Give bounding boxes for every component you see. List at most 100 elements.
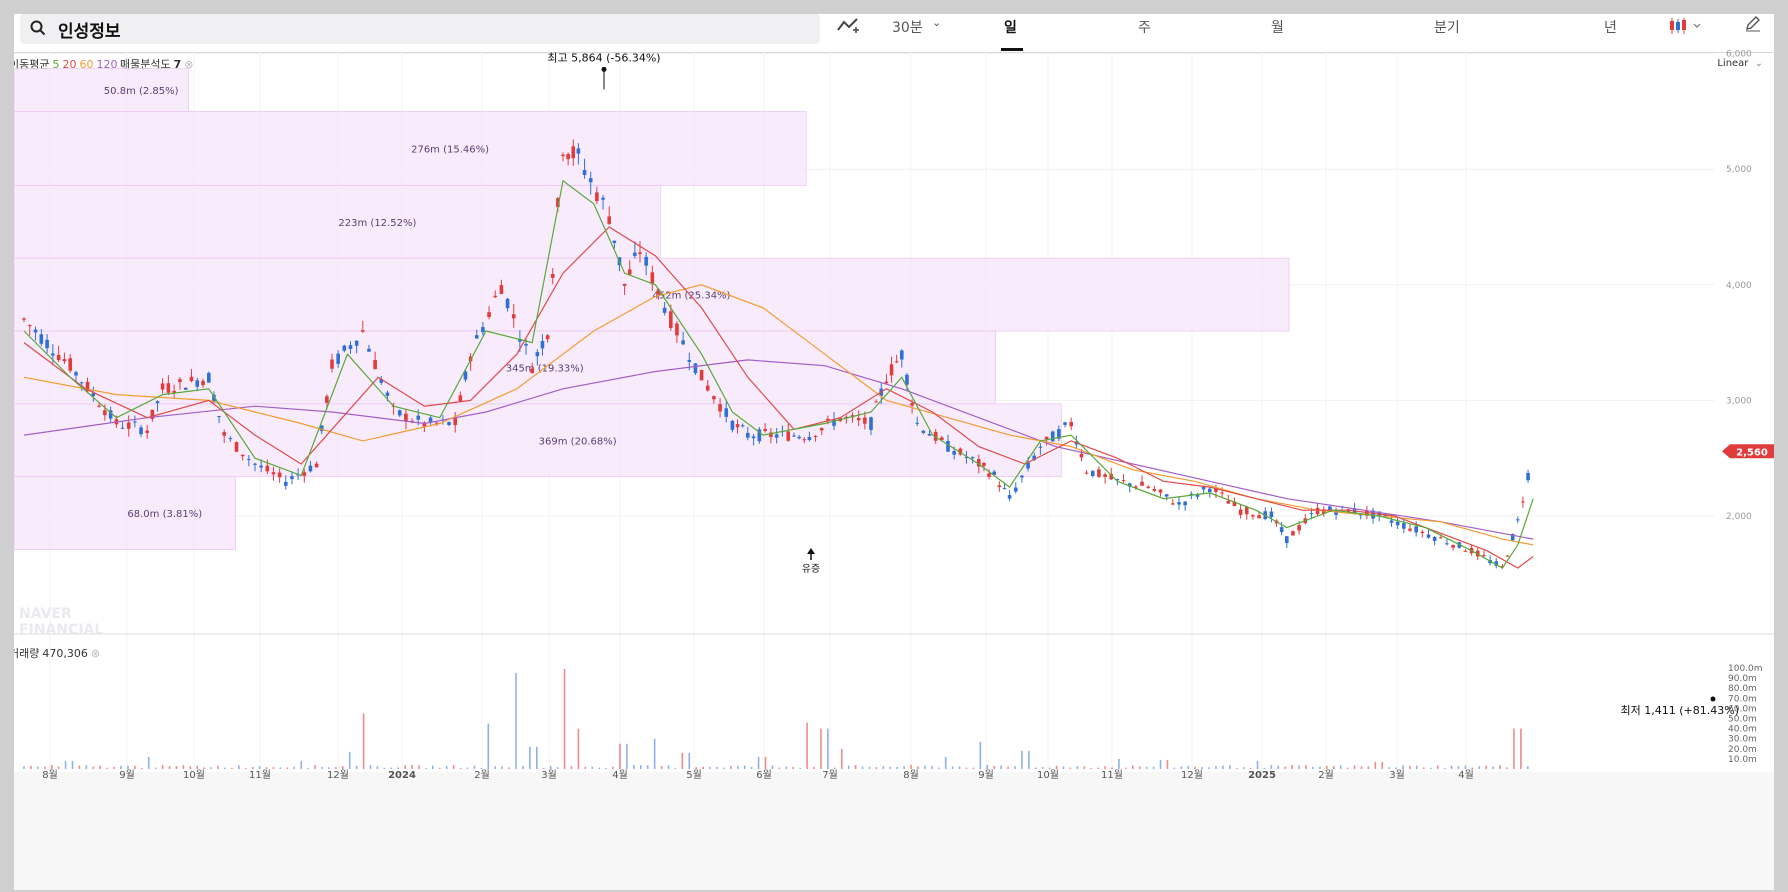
tab-day[interactable]: 일 (1004, 20, 1017, 36)
candle-body (705, 385, 710, 391)
candle-body (1084, 472, 1089, 474)
volume-bar (730, 765, 732, 769)
volume-bar (1471, 767, 1474, 769)
indicator-icon[interactable] (836, 16, 860, 40)
close-icon[interactable]: ⊗ (120, 58, 130, 71)
candle-body (566, 154, 570, 160)
volume-bar (536, 746, 538, 769)
candle-body (1158, 489, 1163, 493)
volume-bar (1291, 765, 1293, 769)
interval-30min[interactable]: 30분 (892, 20, 923, 36)
candle-body (607, 216, 611, 224)
x-tick-label: 12월 (1181, 769, 1203, 781)
candle-body (826, 418, 830, 421)
volume-bar (335, 767, 337, 769)
volume-bar (716, 766, 718, 769)
volume-bar (1513, 728, 1515, 769)
volume-tick-label: 30.0m (1728, 735, 1757, 745)
volume-bar (30, 765, 32, 769)
ma-20: 20 (62, 58, 77, 71)
candle-body (992, 471, 996, 475)
close-icon[interactable]: ⊗ (90, 647, 101, 660)
candle-body (1328, 506, 1332, 511)
candle-body (1050, 431, 1055, 442)
volume-bar (847, 765, 850, 769)
candle-body (189, 376, 194, 382)
volume-tick-label: 90.0m (1728, 674, 1757, 684)
volume-bar (265, 767, 268, 769)
volume-bar (771, 765, 774, 769)
candle-body (1358, 514, 1363, 516)
volume-bar (203, 767, 205, 769)
x-tick-label: 3월 (1389, 769, 1405, 781)
watermark-text: NAVER (19, 606, 72, 622)
volume-bar (563, 669, 566, 769)
candle-body (687, 359, 692, 362)
volume-bar (134, 765, 136, 769)
tab-quarter[interactable]: 분기 (1434, 20, 1460, 36)
volume-profile-legend[interactable]: 매물분석도 7 ⊗ (120, 56, 196, 72)
volume-bar (1208, 767, 1210, 769)
volume-bar (1436, 765, 1439, 769)
candle-body (774, 434, 779, 438)
candle-body (474, 335, 479, 339)
volume-bar (1346, 767, 1349, 769)
edit-icon[interactable] (1744, 15, 1762, 37)
x-axis-band (14, 772, 1774, 890)
candle-type-icon[interactable] (1668, 16, 1702, 40)
candle-body (724, 408, 729, 417)
close-icon[interactable]: ⊗ (184, 58, 194, 71)
candle-body (1127, 483, 1132, 487)
volume-bar (473, 765, 476, 769)
volume-bar (425, 767, 427, 769)
tab-week[interactable]: 주 (1138, 20, 1151, 36)
volume-bar (452, 765, 455, 769)
candle-body (422, 422, 427, 427)
candle-body (253, 463, 257, 465)
price-chart[interactable]: 6,000 5,000 4,000 3,000 2,000 8월 9월 10월 11월 12월 20… (14, 14, 1774, 890)
volume-bar (182, 765, 185, 769)
event-arrow (807, 548, 815, 554)
candle-body (869, 417, 873, 430)
candle-body (1183, 501, 1187, 506)
volume-legend[interactable]: 거래량 470,306 ⊗ (14, 645, 103, 661)
candle-body (530, 368, 534, 374)
volume-bar (1235, 767, 1238, 769)
volume-bar (633, 765, 635, 769)
candle-body (730, 420, 735, 430)
volume-bar (972, 767, 975, 769)
candle-body (958, 448, 963, 455)
volume-bar (1263, 767, 1266, 769)
volume-bar (1187, 766, 1190, 769)
volume-bar (238, 765, 240, 769)
candle-body (1257, 515, 1261, 519)
tab-year[interactable]: 년 (1604, 20, 1617, 36)
volume-bar (439, 767, 441, 769)
candle-body (844, 416, 849, 418)
volume-label: 거래량 (14, 647, 40, 660)
candle-body (487, 312, 491, 318)
search-box[interactable]: 인성정보 (20, 14, 820, 44)
tab-month[interactable]: 월 (1271, 20, 1284, 36)
volume-bar (827, 728, 829, 769)
candle-body (662, 307, 667, 313)
candle-body (284, 481, 288, 486)
volume-bar (896, 766, 898, 769)
volume-bar (757, 756, 760, 769)
volume-bar (154, 767, 157, 769)
volume-profile-bar (14, 257, 1290, 332)
candle-body (627, 269, 632, 275)
candle-body (228, 438, 233, 440)
ma-legend[interactable]: 이동평균 5 20 60 120 ⊗ (14, 56, 133, 72)
volume-bar (1312, 766, 1314, 769)
chevron-down-icon[interactable]: ⌄ (932, 16, 942, 29)
candle-body (1171, 503, 1175, 505)
volume-bar (1104, 766, 1106, 769)
volume-bar (85, 765, 88, 769)
candle-body (126, 422, 131, 429)
scale-selector[interactable]: Linear ⌄ (1717, 58, 1766, 69)
volume-bar (1520, 728, 1522, 769)
candle-body (62, 359, 67, 362)
candle-body (1526, 472, 1530, 481)
volume-bar (321, 766, 323, 769)
